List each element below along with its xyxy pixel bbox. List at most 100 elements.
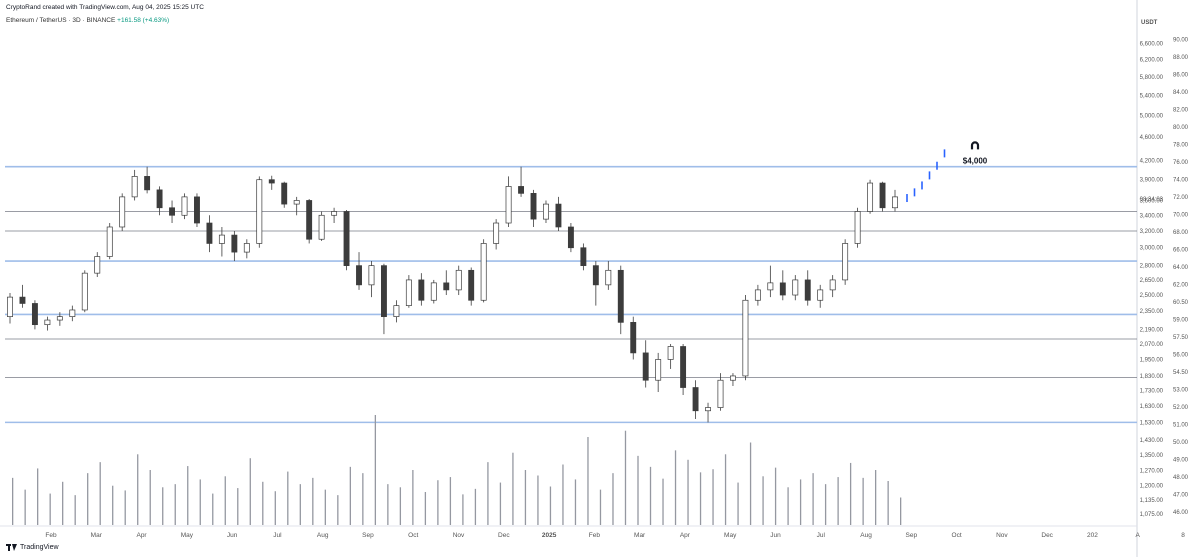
candle-body[interactable] — [144, 176, 151, 191]
price-tick-label: 3,600.00 — [1140, 198, 1164, 204]
candle-body[interactable] — [580, 247, 587, 266]
candle-body[interactable] — [717, 379, 724, 408]
right-axis-tick-label: 88.00 — [1173, 55, 1189, 61]
candle-body[interactable] — [256, 179, 263, 244]
candle-body[interactable] — [667, 346, 674, 360]
volume-bar — [437, 480, 439, 525]
time-tick-label: Aug — [860, 532, 872, 539]
volume-bar — [599, 489, 602, 525]
candle-body[interactable] — [94, 256, 101, 274]
price-tick-label: 1,075.00 — [1140, 512, 1164, 518]
candle-body[interactable] — [692, 387, 699, 412]
candle-body[interactable] — [306, 200, 313, 240]
candle-body[interactable] — [31, 303, 38, 326]
candle-body[interactable] — [592, 265, 599, 286]
candle-body[interactable] — [106, 226, 113, 257]
candle-body[interactable] — [393, 305, 400, 318]
candle-body[interactable] — [430, 282, 437, 301]
volume-bar — [449, 477, 452, 525]
candle-body[interactable] — [356, 265, 362, 286]
candle-body[interactable] — [293, 200, 300, 205]
candle-body[interactable] — [617, 269, 624, 323]
candle-body[interactable] — [767, 282, 774, 291]
volume-bar — [662, 478, 664, 525]
candle-body[interactable] — [742, 299, 749, 377]
candle-body[interactable] — [343, 211, 350, 266]
right-axis-tick-label: 52.00 — [1173, 405, 1189, 411]
candle-body[interactable] — [817, 289, 824, 301]
candle-body[interactable] — [418, 279, 425, 301]
candle-body[interactable] — [443, 282, 450, 291]
candle-body[interactable] — [555, 203, 562, 228]
candle-body[interactable] — [543, 203, 549, 220]
candle-body[interactable] — [792, 279, 799, 296]
candle-body[interactable] — [530, 193, 537, 220]
volume-bar — [749, 442, 752, 525]
price-tick-label: 6,200.00 — [1140, 57, 1164, 63]
time-tick-label: Nov — [453, 532, 465, 539]
candle-body[interactable] — [505, 186, 512, 224]
candle-body[interactable] — [804, 279, 811, 301]
candle-body[interactable] — [455, 269, 462, 291]
candle-body[interactable] — [730, 375, 736, 381]
volume-bar — [412, 470, 414, 525]
candle-body[interactable] — [218, 234, 225, 244]
candle-body[interactable] — [829, 279, 836, 291]
candle-body[interactable] — [705, 407, 711, 412]
candle-body[interactable] — [854, 211, 861, 244]
volume-bar — [337, 495, 339, 525]
right-axis-tick-label: 76.00 — [1173, 160, 1189, 166]
volume-bar — [174, 484, 176, 525]
candle-body[interactable] — [243, 243, 250, 253]
candle-body[interactable] — [480, 243, 487, 301]
candle-body[interactable] — [169, 207, 175, 216]
candle-body[interactable] — [268, 179, 275, 184]
price-tick-label: 3,900.00 — [1140, 178, 1164, 184]
candle-body[interactable] — [380, 265, 387, 318]
candle-body[interactable] — [518, 186, 525, 194]
candle-body[interactable] — [405, 279, 412, 306]
candle-body[interactable] — [493, 222, 500, 244]
candle-body[interactable] — [642, 352, 649, 381]
candle-body[interactable] — [194, 196, 200, 224]
volume-bar — [687, 459, 689, 525]
price-tick-label: 5,000.00 — [1140, 113, 1164, 119]
price-tick-label: 1,730.00 — [1140, 389, 1164, 395]
candle-body[interactable] — [630, 322, 637, 354]
candle-body[interactable] — [231, 234, 238, 253]
candle-body[interactable] — [44, 319, 51, 326]
time-tick-label: Dec — [498, 532, 510, 539]
candle-body[interactable] — [892, 196, 898, 209]
candle-body[interactable] — [56, 316, 63, 321]
candle-body[interactable] — [281, 182, 288, 205]
candle-body[interactable] — [69, 309, 76, 318]
candle-body[interactable] — [567, 226, 574, 249]
candle-body[interactable] — [879, 182, 886, 209]
candle-body[interactable] — [655, 359, 662, 381]
candle-body[interactable] — [842, 243, 849, 281]
candle-body[interactable] — [680, 346, 687, 388]
candle-body[interactable] — [468, 269, 475, 301]
candle-body[interactable] — [119, 196, 126, 228]
candle-body[interactable] — [605, 269, 612, 286]
candle-body[interactable] — [779, 282, 786, 296]
candle-body[interactable] — [81, 272, 88, 311]
candle-body[interactable] — [318, 214, 325, 240]
volume-bar — [849, 462, 852, 525]
volume-bar — [762, 476, 764, 525]
right-axis-tick-label: 72.00 — [1173, 195, 1189, 201]
price-tick-label: 3,200.00 — [1140, 229, 1164, 235]
candle-body[interactable] — [19, 296, 26, 304]
candle-body[interactable] — [7, 296, 13, 318]
candle-body[interactable] — [754, 289, 761, 301]
candle-body[interactable] — [368, 265, 375, 286]
candle-body[interactable] — [181, 196, 188, 216]
candle-body[interactable] — [331, 211, 338, 216]
volume-bar — [12, 477, 14, 525]
volume-bar — [112, 485, 114, 525]
candle-body[interactable] — [131, 176, 138, 198]
candle-body[interactable] — [206, 222, 213, 244]
candle-body[interactable] — [156, 189, 163, 209]
candle-body[interactable] — [867, 182, 874, 212]
